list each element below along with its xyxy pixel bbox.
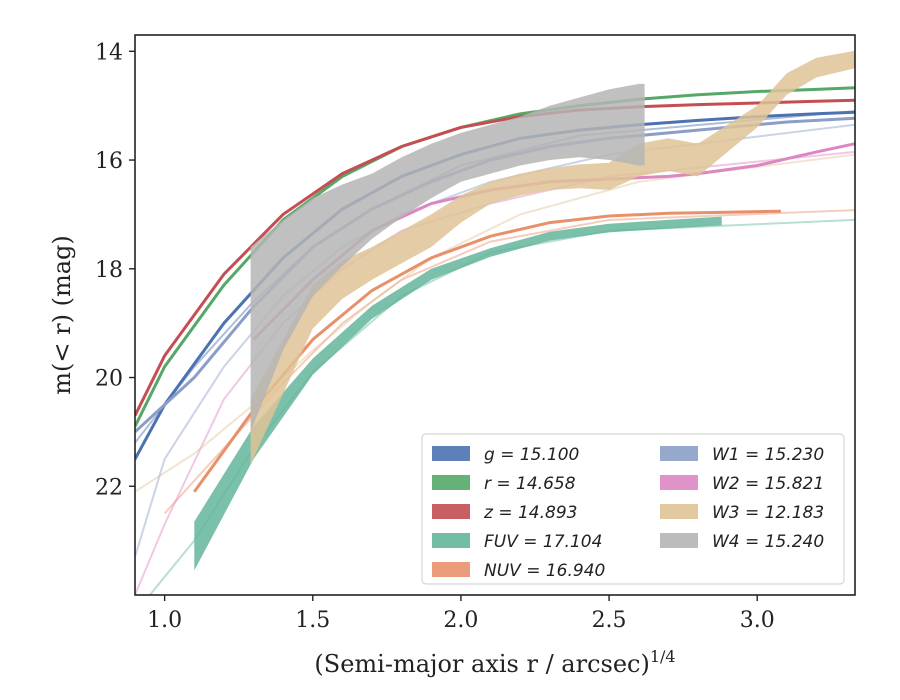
legend-label-1: r = 14.658 bbox=[484, 474, 576, 494]
y-axis: 14 16 18 20 22 bbox=[95, 40, 135, 500]
legend-swatch-3 bbox=[432, 533, 470, 548]
legend-swatch-7 bbox=[660, 504, 698, 519]
legend-swatch-5 bbox=[660, 446, 698, 461]
legend-swatch-4 bbox=[432, 562, 470, 577]
y-tick-label-2: 18 bbox=[95, 258, 123, 283]
x-tick-label-1: 1.5 bbox=[295, 608, 330, 633]
legend-label-5: W1 = 15.230 bbox=[712, 445, 824, 465]
legend-swatch-0 bbox=[432, 446, 470, 461]
legend-label-8: W4 = 15.240 bbox=[712, 532, 824, 552]
legend-swatch-6 bbox=[660, 475, 698, 490]
legend-label-0: g = 15.100 bbox=[484, 445, 579, 465]
x-tick-label-2: 2.0 bbox=[443, 608, 478, 633]
x-tick-label-4: 3.0 bbox=[740, 608, 775, 633]
x-axis-label: (Semi-major axis r / arcsec)1/4 bbox=[314, 647, 675, 678]
series-band-8 bbox=[250, 83, 645, 432]
x-axis: 1.0 1.5 2.0 2.5 3.0 bbox=[147, 595, 775, 633]
legend-label-2: z = 14.893 bbox=[483, 503, 577, 523]
x-tick-label-3: 2.5 bbox=[592, 608, 627, 633]
y-tick-label-3: 20 bbox=[95, 367, 123, 392]
series-line-2 bbox=[135, 98, 855, 417]
y-tick-label-1: 16 bbox=[95, 149, 123, 174]
legend-label-6: W2 = 15.821 bbox=[712, 474, 824, 494]
legend-label-4: NUV = 16.940 bbox=[484, 561, 605, 581]
legend-label-7: W3 = 12.183 bbox=[712, 503, 824, 523]
legend-label-3: FUV = 17.104 bbox=[484, 532, 602, 552]
model-curve-5 bbox=[135, 153, 855, 493]
y-tick-label-0: 14 bbox=[95, 40, 123, 65]
plot-frame bbox=[134, 34, 856, 596]
legend-swatch-1 bbox=[432, 475, 470, 490]
y-axis-label: m(< r) (mag) bbox=[48, 235, 76, 394]
legend: g = 15.100 r = 14.658 z = 14.893 FUV = 17.1… bbox=[421, 433, 845, 585]
series-band-7 bbox=[250, 50, 855, 465]
y-tick-label-4: 22 bbox=[95, 475, 123, 500]
x-tick-label-0: 1.0 bbox=[147, 608, 182, 633]
plot-area bbox=[135, 50, 855, 595]
legend-swatch-8 bbox=[660, 533, 698, 548]
legend-swatch-2 bbox=[432, 504, 470, 519]
legend-box bbox=[421, 433, 845, 585]
